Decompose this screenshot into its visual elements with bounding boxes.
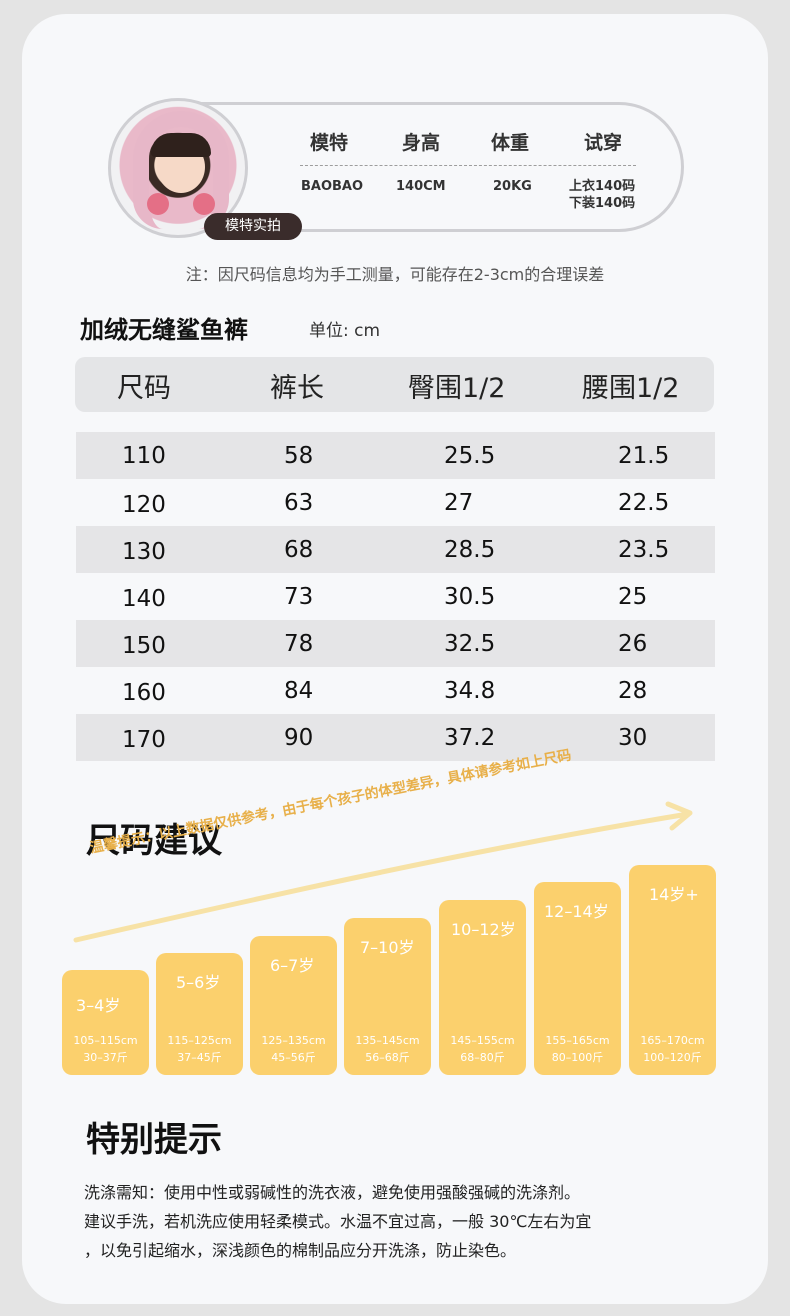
bar-weight: 37–45斤	[177, 1051, 222, 1064]
header-hip: 臀围1/2	[408, 373, 506, 404]
size-bar: 6–7岁 125–135cm 45–56斤	[250, 936, 337, 1075]
bar-age: 14岁+	[649, 885, 699, 904]
model-weight: 20KG	[493, 179, 532, 194]
size-bar: 7–10岁 135–145cm 56–68斤	[344, 918, 431, 1075]
bar-height: 105–115cm	[73, 1034, 138, 1047]
measurement-note: 注：因尺码信息均为手工测量，可能存在2-3cm的合理误差	[185, 265, 605, 284]
model-header-model: 模特	[310, 132, 349, 154]
bar-age: 5–6岁	[176, 973, 221, 992]
cell-size: 130	[122, 539, 166, 565]
model-tryon-top: 上衣140码	[569, 179, 636, 194]
bar-weight: 45–56斤	[271, 1051, 316, 1064]
bar-age: 7–10岁	[360, 938, 415, 957]
bar-age: 3–4岁	[76, 996, 121, 1015]
care-line: 洗涤需知：使用中性或弱碱性的洗衣液，避免使用强酸强碱的洗涤剂。	[84, 1183, 581, 1202]
cell-hip: 32.5	[444, 631, 496, 657]
table-row: 110 58 25.5 21.5	[76, 432, 715, 479]
care-line: 建议手洗，若机洗应使用轻柔模式。水温不宜过高，一般 30℃左右为宜	[84, 1212, 592, 1231]
table-row: 130 68 28.5 23.5	[76, 526, 715, 573]
bar-height: 145–155cm	[450, 1034, 515, 1047]
header-waist: 腰围1/2	[582, 373, 680, 404]
bar-height: 115–125cm	[167, 1034, 232, 1047]
model-name: BAOBAO	[301, 179, 364, 194]
bar-height: 165–170cm	[640, 1034, 705, 1047]
header-size: 尺码	[117, 373, 171, 404]
cell-hip: 27	[444, 490, 474, 516]
model-tryon-bottom: 下装140码	[569, 196, 636, 211]
cell-size: 150	[122, 633, 166, 659]
bar-height: 135–145cm	[355, 1034, 420, 1047]
cell-size: 140	[122, 586, 166, 612]
product-title: 加绒无缝鲨鱼裤	[80, 316, 248, 344]
bar-weight: 100–120斤	[643, 1051, 702, 1064]
model-info-frame	[196, 102, 684, 232]
cell-length: 58	[284, 443, 314, 469]
size-bar: 12–14岁 155–165cm 80–100斤	[534, 882, 621, 1075]
table-row: 160 84 34.8 28	[76, 667, 715, 714]
cell-waist: 23.5	[618, 537, 670, 563]
cell-waist: 25	[618, 584, 648, 610]
cell-waist: 28	[618, 678, 648, 704]
table-row: 150 78 32.5 26	[76, 620, 715, 667]
table-row: 120 63 27 22.5	[76, 479, 715, 526]
model-header-height: 身高	[402, 132, 441, 154]
bar-weight: 80–100斤	[551, 1051, 604, 1064]
cell-size: 160	[122, 680, 166, 706]
header-length: 裤长	[270, 373, 324, 404]
model-header-weight: 体重	[491, 132, 530, 154]
model-divider	[300, 165, 636, 166]
model-photo	[108, 98, 248, 238]
cell-hip: 28.5	[444, 537, 496, 563]
bar-age: 10–12岁	[451, 920, 516, 939]
size-bar: 3–4岁 105–115cm 30–37斤	[62, 970, 149, 1075]
cell-length: 84	[284, 678, 314, 704]
bar-weight: 56–68斤	[365, 1051, 410, 1064]
cell-waist: 30	[618, 725, 648, 751]
cell-waist: 26	[618, 631, 648, 657]
cell-length: 73	[284, 584, 314, 610]
cell-length: 78	[284, 631, 314, 657]
model-header-tryon: 试穿	[584, 132, 623, 154]
size-suggestion-title: 尺码建议	[86, 821, 222, 861]
size-bar: 5–6岁 115–125cm 37–45斤	[156, 953, 243, 1075]
size-bar: 14岁+ 165–170cm 100–120斤	[629, 865, 716, 1075]
cell-hip: 34.8	[444, 678, 496, 704]
table-row: 170 90 37.2 30	[76, 714, 715, 761]
cell-length: 63	[284, 490, 314, 516]
size-table-header	[75, 357, 714, 412]
table-row: 140 73 30.5 25	[76, 573, 715, 620]
model-photo-badge: 模特实拍	[204, 213, 302, 240]
bar-height: 155–165cm	[545, 1034, 610, 1047]
trend-arrow	[73, 801, 693, 943]
cell-size: 170	[122, 727, 166, 753]
cell-hip: 37.2	[444, 725, 496, 751]
bar-weight: 68–80斤	[460, 1051, 505, 1064]
cell-length: 68	[284, 537, 314, 563]
unit-label: 单位: cm	[309, 321, 381, 341]
cell-waist: 22.5	[618, 490, 670, 516]
cell-length: 90	[284, 725, 314, 751]
model-height: 140CM	[396, 179, 446, 194]
bar-age: 12–14岁	[544, 902, 609, 921]
cell-hip: 25.5	[444, 443, 496, 469]
size-bar: 10–12岁 145–155cm 68–80斤	[439, 900, 526, 1075]
bar-weight: 30–37斤	[83, 1051, 128, 1064]
care-line: ，以免引起缩水，深浅颜色的棉制品应分开洗涤，防止染色。	[84, 1241, 517, 1260]
cell-size: 120	[122, 492, 166, 518]
care-instructions: 洗涤需知：使用中性或弱碱性的洗衣液，避免使用强酸强碱的洗涤剂。 建议手洗，若机洗…	[84, 1178, 724, 1265]
cell-hip: 30.5	[444, 584, 496, 610]
special-notice-title: 特别提示	[86, 1120, 222, 1160]
cell-waist: 21.5	[618, 443, 670, 469]
cell-size: 110	[122, 443, 166, 469]
bar-height: 125–135cm	[261, 1034, 326, 1047]
bar-age: 6–7岁	[270, 956, 315, 975]
